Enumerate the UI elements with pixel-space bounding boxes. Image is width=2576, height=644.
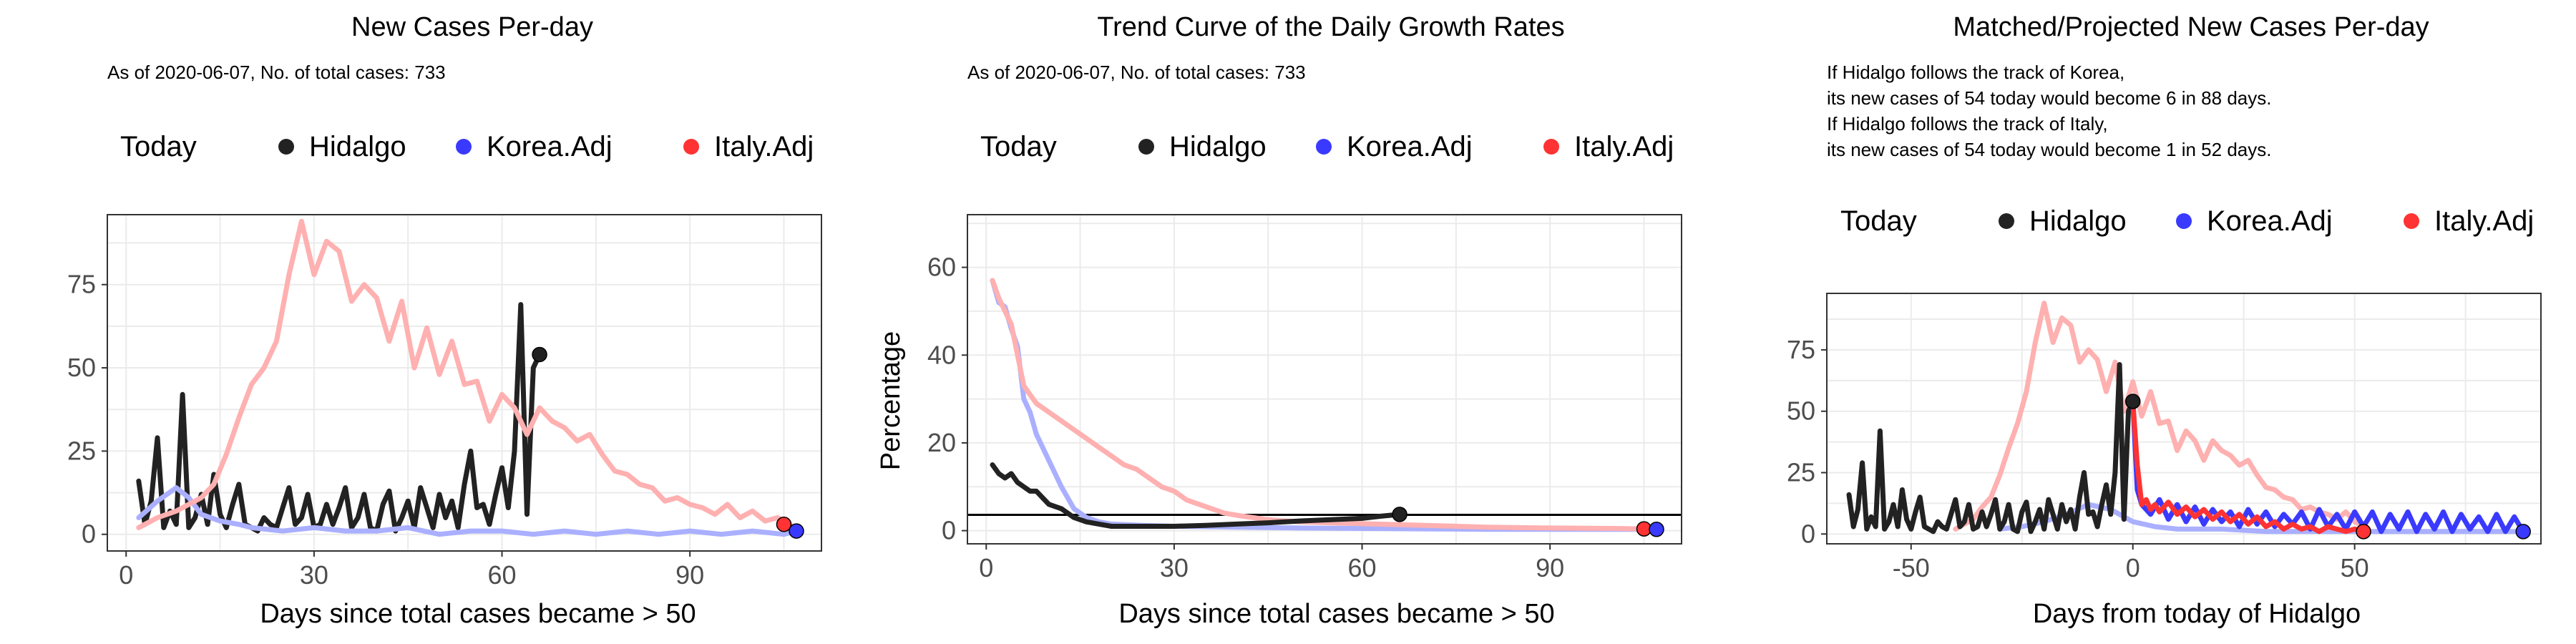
legend: Today Hidalgo Korea.Adj Italy.Adj <box>980 131 1674 162</box>
today-point-hidalgo <box>532 347 547 361</box>
y-tick-label: 60 <box>927 253 956 282</box>
x-tick-label: 0 <box>119 560 133 590</box>
y-axis-label: Percentage <box>876 331 906 470</box>
legend-title: Today <box>120 131 197 162</box>
today-point-italy-adj <box>2356 525 2371 539</box>
x-tick-label: 30 <box>1160 553 1189 582</box>
y-tick-label: 50 <box>67 353 96 382</box>
y-tick-label: 0 <box>82 519 96 549</box>
x-tick-label: 60 <box>488 560 517 590</box>
chart-subtitle: If Hidalgo follows the track of Korea, <box>1827 62 2124 83</box>
chart-subtitle: As of 2020-06-07, No. of total cases: 73… <box>967 62 1306 83</box>
legend-label-hidalgo: Hidalgo <box>1169 131 1267 162</box>
today-point-korea-adj <box>2516 525 2530 539</box>
x-tick-label: 0 <box>2126 553 2140 582</box>
x-tick-label: 90 <box>675 560 704 590</box>
legend-key-italy <box>1543 139 1559 155</box>
today-point-korea-adj <box>1649 522 1664 537</box>
legend-label-italy: Italy.Adj <box>714 131 814 162</box>
legend-key-hidalgo <box>1138 139 1154 155</box>
legend-key-korea <box>1316 139 1332 155</box>
legend-label-hidalgo: Hidalgo <box>2029 205 2127 237</box>
chart-title: New Cases Per-day <box>351 12 593 42</box>
y-tick-label: 0 <box>942 516 956 545</box>
y-tick-label: 40 <box>927 340 956 369</box>
y-tick-label: 0 <box>1801 519 1815 548</box>
x-tick-label: 30 <box>300 560 328 590</box>
today-point-hidalgo <box>1392 507 1407 522</box>
today-point-korea-adj <box>789 524 804 538</box>
x-tick-label: 50 <box>2341 553 2369 582</box>
y-tick-label: 25 <box>67 436 96 465</box>
chart-title: Trend Curve of the Daily Growth Rates <box>1097 12 1564 42</box>
legend: Today Hidalgo Korea.Adj Italy.Adj <box>1840 205 2534 237</box>
plot-panel: -50 0 50 0 25 50 75 <box>1787 293 2541 582</box>
plot-panel: 0 30 60 90 0 20 40 60 <box>927 215 1682 582</box>
y-tick-label: 75 <box>1787 335 1815 364</box>
x-axis-label: Days from today of Hidalgo <box>2033 599 2361 629</box>
x-axis-label: Days since total cases became > 50 <box>1118 599 1554 629</box>
legend-key-hidalgo <box>1999 213 2014 229</box>
plot-background <box>967 215 1682 544</box>
y-tick-label: 25 <box>1787 457 1815 487</box>
x-axis-label: Days since total cases became > 50 <box>260 599 696 629</box>
legend-key-italy <box>2404 213 2419 229</box>
chart-subtitle: If Hidalgo follows the track of Italy, <box>1827 113 2108 135</box>
chart-title: Matched/Projected New Cases Per-day <box>1953 12 2429 42</box>
legend-label-italy: Italy.Adj <box>1574 131 1674 162</box>
legend-title: Today <box>980 131 1057 162</box>
legend-label-korea: Korea.Adj <box>487 131 613 162</box>
x-tick-label: 60 <box>1348 553 1377 582</box>
y-tick-label: 20 <box>927 428 956 457</box>
legend-label-italy: Italy.Adj <box>2434 205 2534 237</box>
legend: Today Hidalgo Korea.Adj Italy.Adj <box>120 131 814 162</box>
legend-label-korea: Korea.Adj <box>1347 131 1473 162</box>
legend-key-italy <box>683 139 699 155</box>
chart-subtitle: As of 2020-06-07, No. of total cases: 73… <box>107 62 446 83</box>
legend-title: Today <box>1840 205 1917 237</box>
x-tick-label: -50 <box>1893 553 1930 582</box>
plot-panel: 0 30 60 90 0 25 50 75 <box>67 215 821 590</box>
legend-key-korea <box>456 139 472 155</box>
today-point-italy-adj <box>776 517 791 532</box>
x-tick-label: 90 <box>1536 553 1564 582</box>
legend-label-hidalgo: Hidalgo <box>309 131 406 162</box>
chart-subtitle: its new cases of 54 today would become 1… <box>1827 139 2271 160</box>
y-tick-label: 50 <box>1787 396 1815 426</box>
legend-key-korea <box>2176 213 2192 229</box>
legend-label-korea: Korea.Adj <box>2207 205 2333 237</box>
x-tick-label: 0 <box>979 553 993 582</box>
y-tick-label: 75 <box>67 270 96 299</box>
today-point-hidalgo <box>2126 394 2140 409</box>
legend-key-hidalgo <box>278 139 294 155</box>
chart-subtitle: its new cases of 54 today would become 6… <box>1827 87 2271 109</box>
